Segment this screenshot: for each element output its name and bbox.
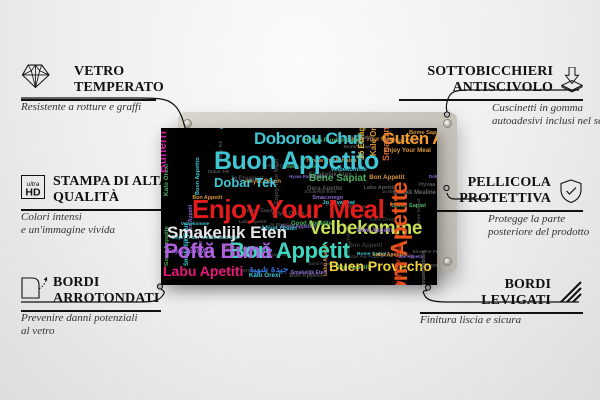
svg-text:HD: HD — [25, 187, 41, 199]
